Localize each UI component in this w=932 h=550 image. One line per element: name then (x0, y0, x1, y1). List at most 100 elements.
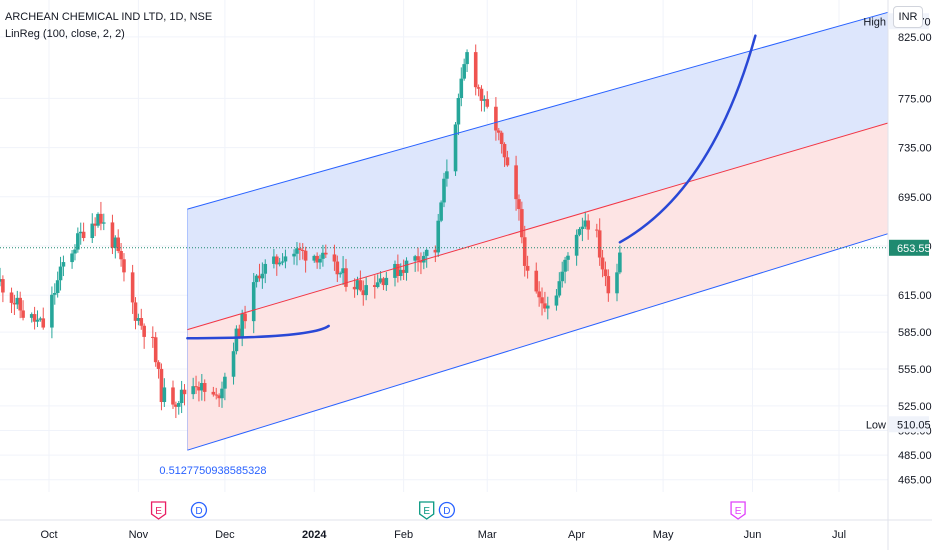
candle[interactable] (323, 244, 328, 259)
candle[interactable] (29, 312, 34, 323)
candle[interactable] (505, 150, 510, 167)
candle[interactable] (21, 300, 25, 321)
candle[interactable] (373, 275, 377, 299)
candle[interactable] (413, 254, 417, 272)
candle[interactable] (597, 218, 602, 266)
candle[interactable] (396, 254, 400, 283)
candle[interactable] (142, 323, 146, 349)
candle[interactable] (315, 252, 319, 269)
candle[interactable] (18, 291, 22, 319)
candle[interactable] (352, 278, 357, 298)
candle[interactable] (78, 222, 83, 245)
candle[interactable] (375, 274, 380, 289)
event-marker-earnings[interactable]: E (730, 501, 746, 520)
candle[interactable] (76, 227, 80, 253)
candle[interactable] (312, 254, 317, 263)
candle[interactable] (35, 310, 40, 328)
candle[interactable] (119, 243, 123, 267)
event-marker-dividend[interactable]: D (438, 501, 456, 519)
candle[interactable] (191, 377, 195, 400)
candle[interactable] (545, 296, 550, 320)
candle[interactable] (73, 244, 77, 261)
candle[interactable] (139, 308, 144, 330)
candle[interactable] (58, 256, 63, 291)
candle[interactable] (254, 274, 259, 288)
candle[interactable] (1, 275, 5, 303)
candle[interactable] (96, 212, 100, 228)
candle[interactable] (496, 128, 501, 141)
candle[interactable] (298, 242, 302, 261)
candle[interactable] (456, 93, 461, 136)
candle[interactable] (482, 95, 487, 112)
candle[interactable] (113, 235, 118, 259)
candle[interactable] (595, 223, 599, 238)
candle[interactable] (214, 387, 219, 400)
last-price-tag[interactable]: 653.55 (889, 239, 931, 256)
candle[interactable] (156, 360, 161, 379)
candle[interactable] (465, 49, 469, 73)
candle[interactable] (361, 280, 366, 306)
candle[interactable] (197, 381, 201, 402)
candle[interactable] (335, 255, 340, 283)
candle[interactable] (130, 264, 135, 314)
candle[interactable] (557, 272, 562, 298)
candle[interactable] (182, 384, 187, 406)
candle[interactable] (615, 263, 619, 302)
candle[interactable] (136, 313, 141, 326)
candle[interactable] (341, 256, 345, 286)
candle[interactable] (220, 381, 224, 408)
candle[interactable] (321, 244, 325, 267)
candle[interactable] (453, 121, 458, 176)
candle[interactable] (243, 305, 247, 329)
candle[interactable] (217, 393, 221, 407)
candle[interactable] (171, 380, 175, 409)
candle[interactable] (603, 261, 608, 287)
candle[interactable] (81, 222, 86, 242)
candle[interactable] (200, 374, 204, 401)
candle[interactable] (260, 262, 265, 289)
candle[interactable] (174, 401, 178, 419)
candle[interactable] (344, 258, 348, 292)
candle[interactable] (52, 283, 57, 305)
candle[interactable] (295, 242, 299, 266)
candle[interactable] (159, 363, 164, 411)
indicator-label[interactable]: LinReg (100, close, 2, 2) (5, 28, 125, 40)
candle[interactable] (70, 250, 74, 269)
candle[interactable] (277, 257, 282, 267)
drawing-curve-1[interactable] (186, 324, 330, 340)
candle[interactable] (55, 271, 60, 298)
candle[interactable] (223, 372, 227, 401)
candle[interactable] (9, 287, 14, 314)
candle[interactable] (99, 201, 103, 231)
candle[interactable] (162, 378, 167, 407)
candle[interactable] (566, 252, 570, 272)
candle[interactable] (194, 375, 198, 394)
candle[interactable] (122, 253, 126, 282)
candle[interactable] (151, 326, 155, 348)
candle[interactable] (586, 214, 590, 240)
candle[interactable] (110, 214, 115, 255)
candle[interactable] (32, 306, 37, 330)
candle[interactable] (338, 271, 343, 278)
candle[interactable] (41, 307, 46, 330)
candle[interactable] (384, 271, 389, 291)
candle[interactable] (540, 287, 544, 316)
candle[interactable] (499, 130, 504, 154)
candle[interactable] (554, 289, 559, 311)
low-marker[interactable]: Low 510.05 (866, 416, 931, 433)
candle[interactable] (473, 44, 478, 96)
candle[interactable] (424, 248, 429, 268)
channel-upper-line[interactable] (187, 11, 889, 210)
symbol-title[interactable]: ARCHEAN CHEMICAL IND LTD, 1D, NSE (5, 11, 213, 23)
candle[interactable] (419, 252, 423, 275)
candle[interactable] (364, 276, 368, 301)
candle[interactable] (525, 255, 530, 279)
candle[interactable] (520, 201, 524, 244)
candle[interactable] (179, 380, 184, 414)
candle[interactable] (404, 257, 409, 281)
candle[interactable] (211, 386, 216, 397)
candle[interactable] (445, 159, 449, 187)
candle[interactable] (459, 67, 464, 107)
candle[interactable] (522, 225, 527, 277)
